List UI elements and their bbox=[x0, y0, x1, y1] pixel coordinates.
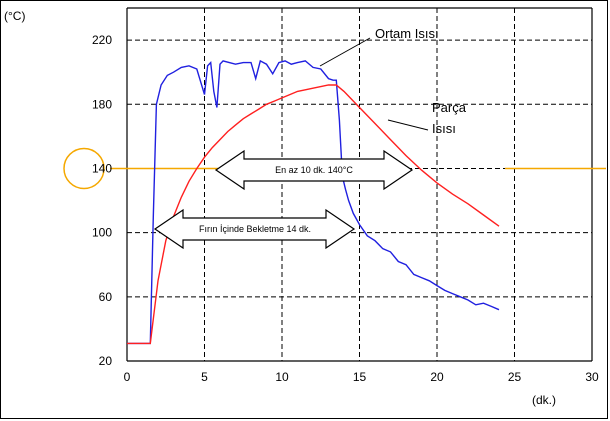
x-tick-10: 10 bbox=[275, 370, 289, 384]
x-tick-30: 30 bbox=[585, 370, 599, 384]
x-tick-20: 20 bbox=[430, 370, 444, 384]
annotations: Ortam Isısı Parça Isısı En az 10 dk. 140°C F… bbox=[199, 26, 467, 234]
y-tick-60: 60 bbox=[99, 290, 113, 304]
y-axis-unit-label: (°C) bbox=[4, 9, 25, 23]
x-axis-unit-label: (dk.) bbox=[532, 393, 556, 407]
pointer-parca bbox=[387, 119, 429, 131]
reference-140-group bbox=[63, 147, 606, 190]
arrow-text-min-10: En az 10 dk. 140°C bbox=[275, 165, 353, 175]
label-parca: Parça bbox=[432, 100, 467, 115]
y-tick-220: 220 bbox=[92, 33, 112, 47]
arrow-oven-wait-14-min bbox=[153, 208, 356, 250]
y-tick-180: 180 bbox=[92, 97, 112, 111]
y-tick-140: 140 bbox=[92, 161, 112, 175]
series-line-1 bbox=[127, 59, 500, 345]
arrow-text-oven-wait: Fırın İçinde Bekletme 14 dk. bbox=[199, 224, 311, 234]
pointer-ortam bbox=[319, 37, 371, 67]
label-ortam-isisi: Ortam Isısı bbox=[375, 26, 439, 41]
x-tick-0: 0 bbox=[124, 370, 131, 384]
x-tick-15: 15 bbox=[353, 370, 367, 384]
y-tick-100: 100 bbox=[92, 226, 112, 240]
label-isisi: Isısı bbox=[432, 121, 456, 136]
y-tick-20: 20 bbox=[99, 354, 113, 368]
x-tick-5: 5 bbox=[201, 370, 208, 384]
series-lines bbox=[127, 59, 500, 345]
arrow-min-10-min-140 bbox=[214, 149, 414, 191]
highlight-140-circle bbox=[63, 147, 105, 190]
arrows bbox=[153, 149, 414, 250]
tick-labels: 20 60 100 140 180 220 0 5 10 15 20 25 30 bbox=[92, 33, 599, 384]
x-tick-25: 25 bbox=[508, 370, 522, 384]
series-line-2 bbox=[127, 84, 500, 345]
grid bbox=[127, 7, 593, 361]
